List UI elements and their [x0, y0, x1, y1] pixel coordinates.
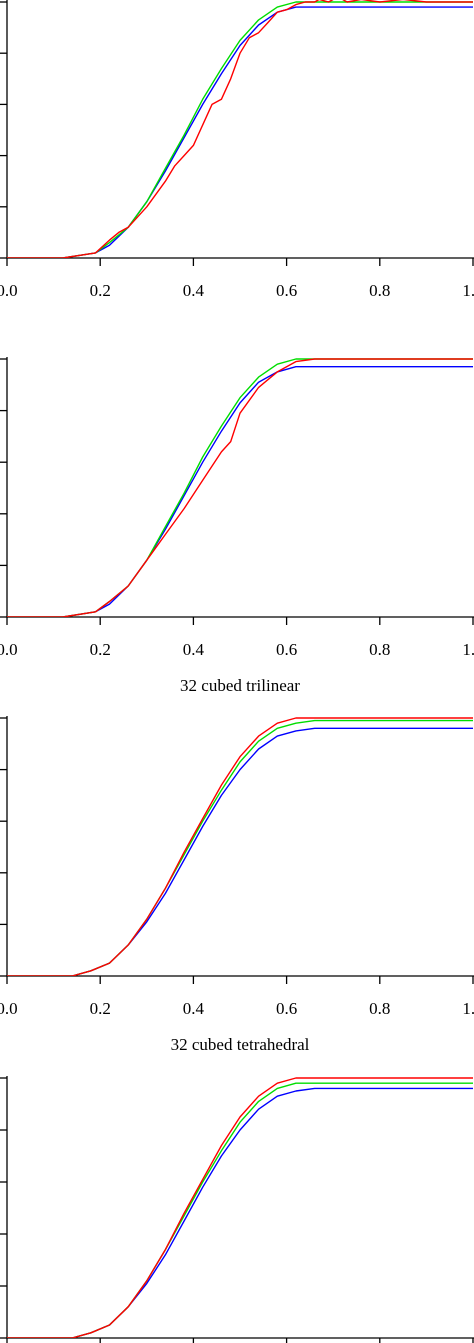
series-line-2 — [7, 1, 473, 258]
series-line-3 — [7, 358, 473, 617]
series-line-2 — [7, 1082, 473, 1338]
chart-panel-2: 0.0 0.2 0.4 0.6 0.8 1.0 32 cubed trilinear — [0, 357, 474, 695]
series-line-3 — [7, 1077, 473, 1338]
panel-title: 32 cubed trilinear — [180, 676, 300, 695]
series-line-1 — [7, 727, 473, 976]
x-tick-label: 0.4 — [183, 999, 205, 1018]
series-line-1 — [7, 366, 473, 617]
chart-panel-3: 0.0 0.2 0.4 0.6 0.8 1.0 32 cubed tetrahedral — [0, 716, 474, 1054]
x-tick-label: 0.2 — [90, 281, 111, 300]
series-line-2 — [7, 719, 473, 976]
x-tick-label: 0.4 — [183, 640, 205, 659]
x-tick-label: 0.8 — [369, 281, 390, 300]
chart-panel-1: 0.0 0.2 0.4 0.6 0.8 1.0 — [0, 0, 474, 300]
series-line-1 — [7, 6, 473, 258]
x-tick-label: 1.0 — [462, 281, 474, 300]
x-tick-label: 0.6 — [276, 281, 297, 300]
x-tick-label: 1.0 — [462, 640, 474, 659]
chart-panel-4 — [0, 1076, 474, 1343]
x-tick-label: 0.2 — [90, 640, 111, 659]
x-tick-label: 0.4 — [183, 281, 205, 300]
series-line-3 — [7, 717, 473, 976]
x-tick-label: 0.2 — [90, 999, 111, 1018]
x-tick-label: 0.0 — [0, 999, 18, 1018]
x-tick-label: 0.0 — [0, 281, 18, 300]
x-tick-label: 0.8 — [369, 999, 390, 1018]
x-tick-label: 1.0 — [462, 999, 474, 1018]
series-line-3 — [7, 0, 473, 258]
series-line-2 — [7, 358, 473, 617]
x-tick-label: 0.8 — [369, 640, 390, 659]
panel-title: 32 cubed tetrahedral — [171, 1035, 310, 1054]
series-line-1 — [7, 1087, 473, 1338]
x-tick-label: 0.6 — [276, 999, 297, 1018]
x-tick-label: 0.0 — [0, 640, 18, 659]
x-tick-label: 0.6 — [276, 640, 297, 659]
